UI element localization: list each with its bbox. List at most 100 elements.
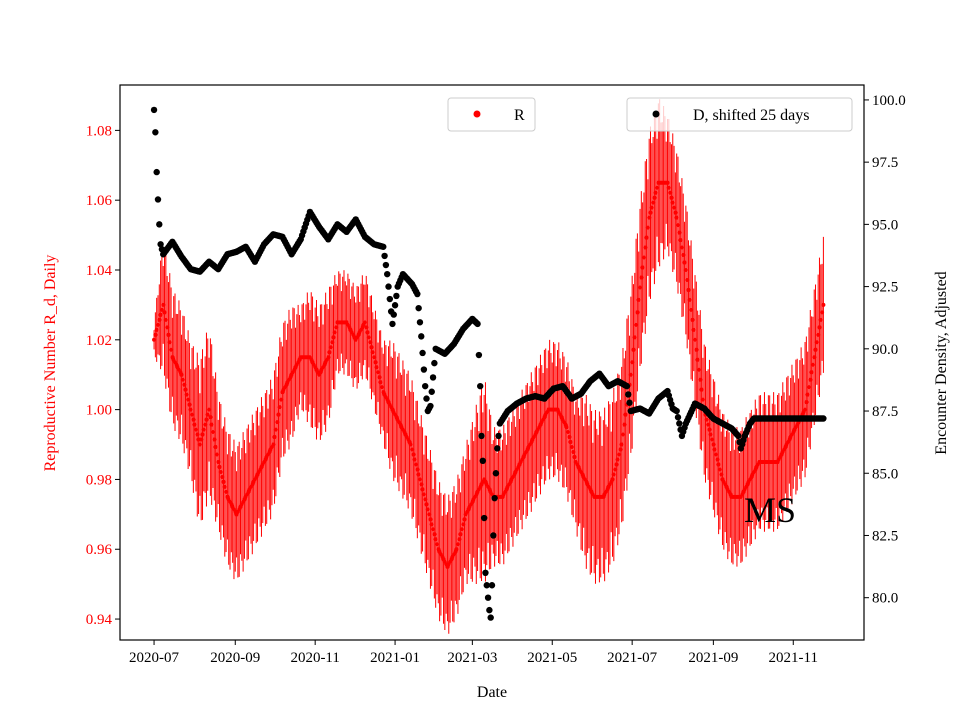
y-left-tick-label: 1.08: [86, 123, 112, 139]
d-point: [390, 311, 397, 318]
legend-r-label: R: [514, 107, 525, 124]
d-point: [418, 333, 425, 340]
d-point: [386, 295, 394, 303]
d-point: [483, 582, 490, 589]
d-point: [474, 320, 481, 328]
x-axis-label: Date: [477, 684, 507, 701]
d-point: [674, 414, 682, 421]
d-point: [477, 382, 484, 390]
r-series: [152, 99, 826, 634]
d-point: [150, 106, 158, 114]
d-point: [382, 261, 390, 269]
d-point: [152, 129, 159, 136]
y-left-tick-label: 1.06: [86, 193, 113, 209]
d-point: [389, 320, 396, 328]
x-tick-label: 2021-11: [769, 650, 818, 666]
x-tick-label: 2021-09: [688, 650, 738, 666]
plot-frame: [119, 84, 865, 641]
d-point: [676, 420, 683, 427]
d-point: [480, 514, 488, 522]
d-point: [429, 374, 437, 381]
d-point: [479, 457, 487, 465]
d-point: [156, 221, 163, 228]
y-axis-right-label: Encounter Density, Adjusted: [933, 271, 950, 454]
legend-d-marker: [652, 110, 660, 118]
d-point: [423, 395, 430, 402]
d-point: [488, 582, 496, 589]
d-point: [673, 407, 680, 415]
x-tick-label: 2020-09: [210, 650, 260, 666]
plot-area: [120, 85, 864, 640]
d-point: [495, 432, 502, 440]
y-right-tick-label: 82.5: [872, 528, 898, 544]
legend-r: R: [447, 97, 536, 132]
d-series: [150, 106, 827, 621]
d-point: [153, 168, 160, 176]
d-point: [391, 302, 399, 309]
x-tick-label: 2021-05: [527, 650, 577, 666]
d-point: [475, 351, 483, 359]
y-right-tick-label: 90.0: [872, 342, 898, 358]
y-left-tick-label: 1.04: [86, 263, 113, 279]
y-left-tick-label: 0.94: [86, 612, 113, 628]
y-right-tick-label: 85.0: [872, 466, 898, 482]
legend-d-label: D, shifted 25 days: [693, 107, 809, 124]
y-right-tick-label: 100.0: [872, 93, 906, 109]
d-point: [486, 606, 493, 614]
d-point: [419, 349, 426, 357]
x-tick-label: 2021-01: [370, 650, 420, 666]
y-right-tick-label: 92.5: [872, 280, 898, 296]
d-point: [416, 319, 424, 326]
d-point: [626, 399, 633, 406]
y-right-tick-label: 95.0: [872, 217, 898, 233]
d-point: [421, 382, 429, 390]
x-tick-label: 2021-03: [447, 650, 497, 666]
legend-d: D, shifted 25 days: [626, 97, 853, 132]
legend-r-frame: [447, 97, 536, 132]
d-point: [154, 196, 162, 203]
d-point: [623, 382, 631, 390]
y-axis-left: 0.94 0.96 0.98 1.00 1.02 1.04 1.06 1.08: [86, 123, 120, 628]
d-point: [492, 470, 500, 477]
x-tick-label: 2020-11: [290, 650, 339, 666]
d-point: [393, 292, 400, 300]
y-right-tick-label: 80.0: [872, 591, 898, 607]
x-tick-label: 2021-07: [607, 650, 657, 666]
d-point: [415, 304, 422, 312]
d-point: [414, 290, 421, 298]
d-point: [431, 359, 438, 367]
d-point: [625, 391, 632, 398]
y-left-tick-label: 1.02: [86, 333, 112, 349]
d-point: [820, 415, 827, 422]
y-right-tick-label: 87.5: [872, 404, 898, 420]
legend-d-frame: [626, 97, 853, 132]
d-point: [420, 366, 428, 373]
legend-r-marker: [473, 110, 481, 118]
d-point: [384, 270, 391, 278]
d-point: [487, 614, 494, 621]
x-axis: 2020-07 2020-09 2020-11 2021-01 2021-03 2021-…: [129, 640, 818, 666]
d-point: [385, 283, 392, 290]
y-axis-left-label: Reproductive Number R_d, Daily: [42, 255, 59, 472]
d-point: [484, 594, 492, 601]
d-point: [478, 432, 485, 440]
ms-annotation: MS: [744, 490, 796, 530]
d-point: [494, 445, 501, 452]
y-axis-right: 80.0 82.5 85.0 87.5 90.0 92.5 95.0 97.5 100.0: [864, 93, 906, 607]
d-point: [491, 494, 498, 502]
d-point: [381, 252, 388, 260]
y-left-tick-label: 1.00: [86, 403, 112, 419]
d-point: [427, 402, 434, 410]
x-tick-label: 2020-07: [129, 650, 179, 666]
y-right-tick-label: 97.5: [872, 155, 898, 171]
y-left-tick-label: 0.96: [86, 542, 113, 558]
r-point: [821, 302, 826, 307]
d-point: [428, 388, 435, 395]
d-point: [380, 243, 387, 250]
y-left-tick-label: 0.98: [86, 472, 112, 488]
d-point: [735, 432, 742, 440]
d-point: [157, 241, 164, 248]
d-point: [490, 532, 497, 539]
d-point: [482, 569, 489, 577]
